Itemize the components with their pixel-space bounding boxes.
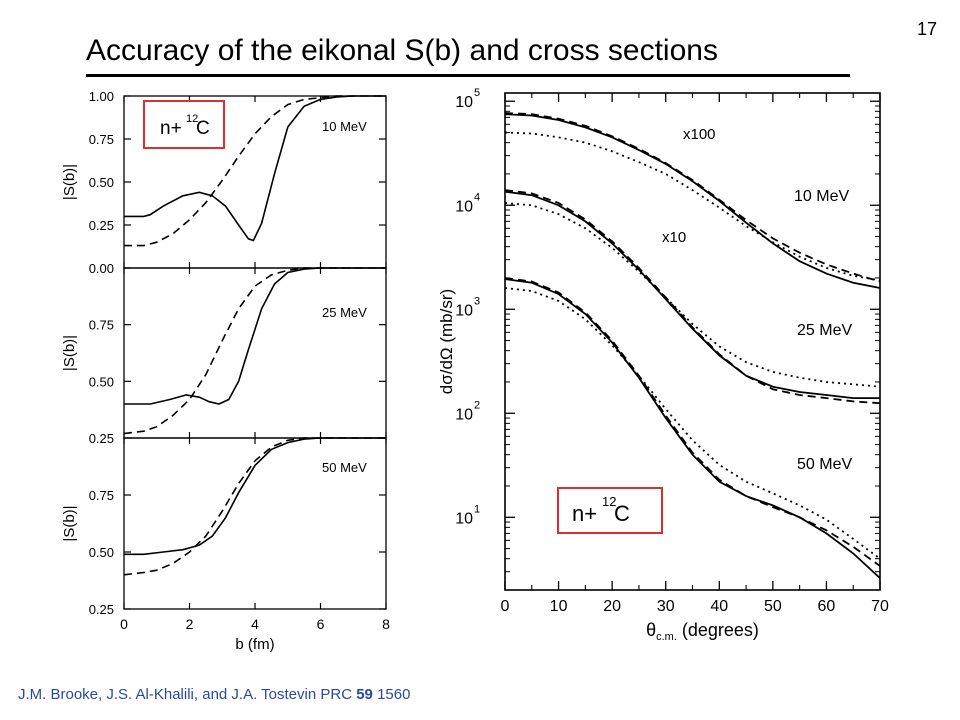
y-tick-label-exponent: 5	[474, 87, 480, 99]
y-tick-label-base: 10	[455, 94, 473, 111]
citation-page: 1560	[377, 686, 411, 703]
y-tick-label: 0.50	[89, 175, 114, 190]
x-axis-label: θc.m. (degrees)	[646, 620, 759, 643]
panel-50mev-chart: 0.25 0.50 0.75 0 2 4 6 8 b (fm) |S(b)| 50 MeV	[61, 437, 390, 653]
solid-curve	[124, 95, 386, 242]
y-axis-label: |S(b)|	[61, 164, 78, 200]
x-tick-label: 10	[550, 598, 568, 615]
x-tick-label: 60	[818, 598, 836, 615]
dotted-curve	[504, 287, 881, 560]
y-tick-label-base: 10	[455, 302, 473, 319]
citation-volume: 59	[356, 686, 373, 703]
x-tick-label: 6	[317, 616, 325, 632]
highlight-box	[143, 100, 225, 149]
x-tick-label: 8	[382, 616, 390, 632]
citation: J.M. Brooke, J.S. Al-Khalili, and J.A. T…	[18, 686, 410, 703]
y-tick-label: 0.50	[89, 545, 114, 560]
panel-10mev-chart: 0.00 0.25 0.50 0.75 1.00 |S(b)| 10 MeV n+ 12C	[61, 89, 387, 276]
dotted-curve	[504, 202, 881, 388]
solid-curve	[124, 437, 386, 556]
x-tick-label: 4	[251, 616, 259, 632]
y-tick-label: 0.50	[89, 374, 114, 389]
curve-annotation: 50 MeV	[797, 456, 852, 473]
y-tick-label: 0.75	[89, 318, 114, 333]
panel-25mev-frame	[123, 267, 387, 439]
y-tick-label: 0.25	[89, 431, 114, 446]
nucleus-label-element: C	[614, 501, 630, 526]
dashed-curve	[504, 189, 881, 405]
energy-annotation: 25 MeV	[322, 305, 367, 320]
y-tick-label: 0.75	[89, 132, 114, 147]
y-tick-label: 0.25	[89, 218, 114, 233]
curve-annotation: 10 MeV	[794, 188, 849, 205]
y-tick-label: 1.00	[89, 89, 114, 104]
curve-annotation: x10	[662, 229, 686, 246]
y-tick-label: 0.00	[89, 261, 114, 276]
dashed-curve	[504, 277, 881, 567]
nucleus-label-box: n+ 12C	[143, 100, 225, 149]
nucleus-label-main: n+	[160, 118, 182, 139]
y-tick-label-exponent: 2	[474, 399, 480, 411]
title-underline	[86, 74, 850, 77]
nucleus-label-mass: 12	[602, 494, 616, 509]
dashed-curve	[123, 437, 386, 576]
curve-annotation: 25 MeV	[797, 322, 852, 339]
x-tick-label: 0	[501, 598, 510, 615]
x-tick-label: 70	[871, 598, 889, 615]
energy-annotation: 50 MeV	[322, 460, 367, 475]
y-tick-label: 0.75	[89, 488, 114, 503]
x-tick-label: 50	[764, 598, 782, 615]
curve-annotation: x100	[683, 126, 716, 143]
dotted-curve	[504, 131, 881, 282]
energy-annotation: 10 MeV	[322, 119, 367, 134]
nucleus-label-main: n+	[572, 501, 597, 526]
x-tick-label: 40	[710, 598, 728, 615]
x-tick-label: 2	[186, 616, 194, 632]
nucleus-label-box: n+ 12C	[557, 487, 663, 534]
y-tick-label-base: 10	[455, 406, 473, 423]
nucleus-label-mass: 12	[186, 113, 198, 125]
citation-authors: J.M. Brooke, J.S. Al-Khalili, and J.A. T…	[18, 686, 353, 703]
y-axis-label: |S(b)|	[61, 335, 78, 371]
y-axis-label: dσ/dΩ (mb/sr)	[437, 289, 456, 394]
dashed-curve	[124, 95, 386, 247]
x-axis-label: b (fm)	[235, 636, 274, 653]
y-tick-label-exponent: 3	[474, 295, 480, 307]
y-tick-label-base: 10	[455, 510, 473, 527]
dashed-curve	[123, 267, 386, 435]
x-tick-label: 30	[657, 598, 675, 615]
solid-curve	[504, 113, 881, 289]
panel-25mev-chart: 0.25 0.50 0.75 |S(b)| 25 MeV	[61, 267, 387, 446]
y-axis-label: |S(b)|	[61, 505, 78, 541]
highlight-box	[557, 487, 663, 534]
y-tick-label-exponent: 1	[474, 503, 480, 515]
x-tick-label: 20	[603, 598, 621, 615]
x-tick-label: 0	[120, 616, 128, 632]
y-tick-label: 0.25	[89, 602, 114, 617]
slide-title: Accuracy of the eikonal S(b) and cross s…	[86, 34, 718, 67]
solid-curve	[504, 278, 881, 579]
solid-curve	[504, 190, 880, 400]
nucleus-label-element: C	[196, 118, 210, 139]
page-number: 17	[917, 19, 938, 39]
solid-curve	[124, 267, 386, 405]
y-tick-label-exponent: 4	[474, 191, 480, 203]
y-tick-label-base: 10	[455, 198, 473, 215]
dashed-curve	[504, 112, 881, 283]
